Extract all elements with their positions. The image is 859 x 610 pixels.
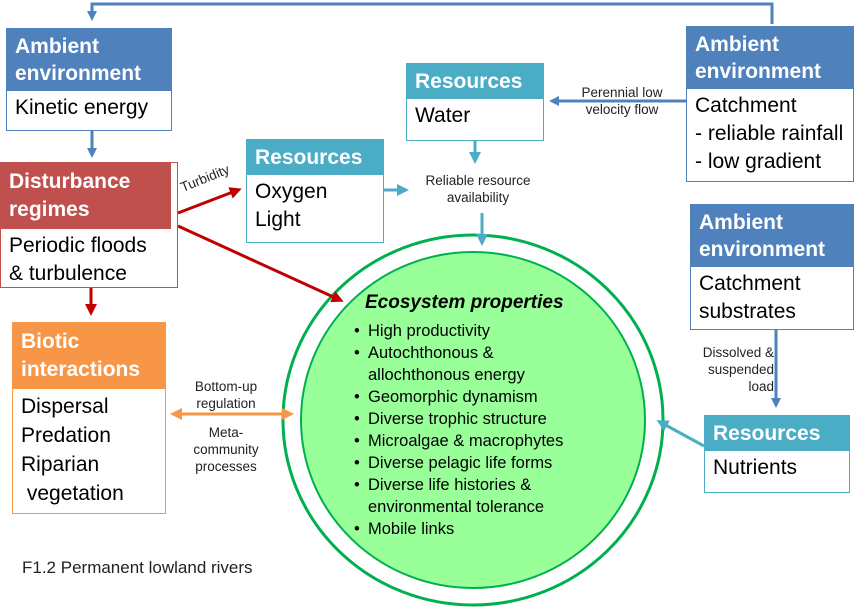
disturbance-box: Disturbance regimes Periodic floods & tu… <box>0 162 178 288</box>
ecosystem-item: Diverse trophic structure <box>350 408 615 430</box>
disturbance-line-1: Periodic floods <box>9 234 147 257</box>
ambient-substrates-header: Ambient environment <box>691 205 853 267</box>
dissolved-load-label: Dissolved & suspended load <box>678 344 774 395</box>
resources-oxygen-header: Resources <box>247 140 383 175</box>
biotic-box: Biotic interactions Dispersal Predation … <box>12 322 166 514</box>
metacommunity-label-line-1: Meta- <box>208 425 244 440</box>
ambient-substrates-line-1: Catchment <box>699 272 801 295</box>
ambient-catchment-header: Ambient environment <box>687 27 853 89</box>
bottom-up-label: Bottom-up regulation <box>180 378 272 412</box>
reliable-resource-label-line-1: Reliable resource <box>425 173 531 188</box>
resources-water-header: Resources <box>407 64 543 99</box>
ecosystem-item: Diverse pelagic life forms <box>350 452 615 474</box>
figure-caption: F1.2 Permanent lowland rivers <box>22 558 253 577</box>
biotic-header: Biotic interactions <box>13 323 165 389</box>
ambient-substrates-line-2: substrates <box>699 300 796 323</box>
metacommunity-label-line-2: community <box>193 442 259 457</box>
reliable-resource-label: Reliable resource availability <box>408 172 548 206</box>
ambient-kinetic-box: Ambient environment Kinetic energy <box>6 28 172 131</box>
ambient-substrates-box: Ambient environment Catchment substrates <box>690 204 854 330</box>
ambient-kinetic-line: Kinetic energy <box>15 96 149 119</box>
ecosystem-item: Mobile links <box>350 518 615 540</box>
bottom-up-label-line-2: regulation <box>196 396 256 411</box>
ecosystem-item: Autochthonous & allochthonous energy <box>350 342 550 386</box>
ambient-catchment-box: Ambient environment Catchment - reliable… <box>686 26 854 182</box>
resources-oxygen-line-2: Light <box>255 208 301 231</box>
ecosystem-title: Ecosystem properties <box>365 292 564 313</box>
resources-water-line: Water <box>415 104 471 127</box>
disturbance-line-2: & turbulence <box>9 262 127 285</box>
ecosystem-properties-list: High productivity Autochthonous & alloch… <box>350 320 615 540</box>
arrow-disturbance-to-ecosystem <box>177 224 344 303</box>
perennial-flow-label-line-1: Perennial low <box>581 85 663 100</box>
resources-nutrients-header: Resources <box>705 416 849 451</box>
disturbance-header: Disturbance regimes <box>1 163 171 229</box>
resources-nutrients-box: Resources Nutrients <box>704 415 850 493</box>
resources-oxygen-box: Resources Oxygen Light <box>246 139 384 243</box>
dissolved-load-label-line-1: Dissolved & <box>702 345 774 360</box>
resources-oxygen-line-1: Oxygen <box>255 180 328 203</box>
metacommunity-label-line-3: processes <box>195 459 257 474</box>
metacommunity-label: Meta- community processes <box>180 424 272 475</box>
ecosystem-item: Diverse life histories & environmental t… <box>350 474 585 518</box>
perennial-flow-label-line-2: velocity flow <box>585 102 659 117</box>
arrow-catchment-to-kinetic <box>87 2 774 24</box>
ambient-catchment-line-3: - low gradient <box>695 150 822 173</box>
ambient-catchment-line-2: - reliable rainfall <box>695 122 844 145</box>
biotic-line-2: Predation <box>21 424 111 447</box>
ambient-kinetic-header: Ambient environment <box>7 29 171 91</box>
reliable-resource-label-line-2: availability <box>446 190 510 205</box>
biotic-line-4: vegetation <box>21 482 124 505</box>
ambient-catchment-line-1: Catchment <box>695 94 797 117</box>
resources-water-box: Resources Water <box>406 63 544 141</box>
arrow-disturbance-to-oxygen <box>177 187 242 215</box>
ecosystem-item: High productivity <box>350 320 615 342</box>
biotic-line-3: Riparian <box>21 453 100 476</box>
dissolved-load-label-line-3: load <box>748 379 774 394</box>
perennial-flow-label: Perennial low velocity flow <box>566 84 678 118</box>
ecosystem-item: Geomorphic dynamism <box>350 386 615 408</box>
bottom-up-label-line-1: Bottom-up <box>194 379 258 394</box>
dissolved-load-label-line-2: suspended <box>707 362 774 377</box>
resources-nutrients-line: Nutrients <box>713 456 798 479</box>
biotic-line-1: Dispersal <box>21 395 109 418</box>
ecosystem-item: Microalgae & macrophytes <box>350 430 615 452</box>
arrow-nutrients-to-ecosystem <box>656 420 705 448</box>
